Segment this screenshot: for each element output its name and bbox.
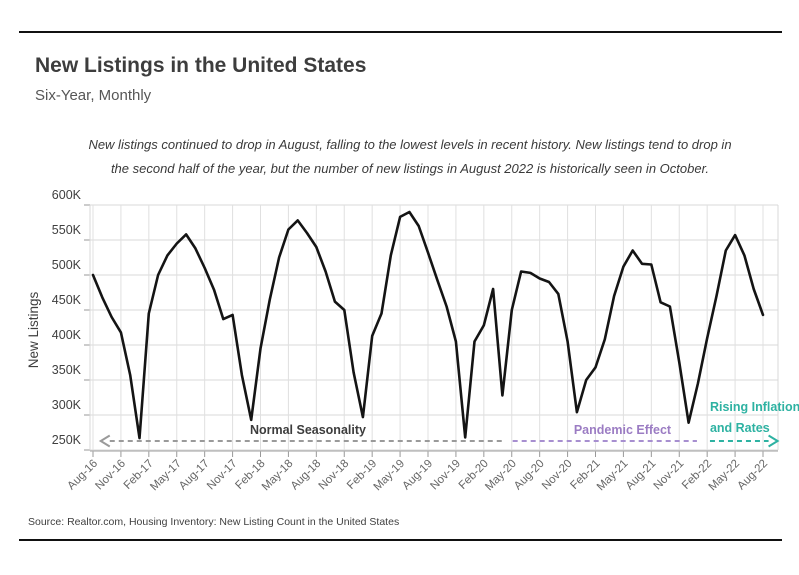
x-tick-label: Nov-16 (93, 458, 128, 493)
x-tick-label: Nov-21 (652, 458, 687, 493)
x-tick-label: May-17 (148, 458, 184, 494)
page-subtitle: Six-Year, Monthly (35, 87, 152, 104)
chart-annotation-note-line2: the second half of the year, but the num… (110, 161, 710, 176)
y-tick-label: 500K (52, 258, 82, 272)
y-tick-label: 600K (52, 188, 82, 202)
x-tick-label: May-19 (372, 458, 408, 494)
y-axis-title: New Listings (26, 291, 41, 368)
annotation-rising-inflation-and-rates-label: and Rates (710, 421, 770, 435)
x-tick-label: Aug-19 (400, 458, 435, 493)
annotation-normal-seasonality-left-arrow-icon (98, 434, 111, 448)
x-tick-label: Aug-17 (177, 458, 212, 493)
top-divider (19, 31, 782, 33)
chart-annotation-note-line1: New listings continued to drop in August… (88, 137, 732, 152)
bottom-divider (19, 539, 782, 541)
chart-canvas: 250K300K350K400K450K500K550K600KAug-16No… (26, 188, 799, 494)
x-tick-label: Aug-18 (289, 458, 324, 493)
y-tick-label: 350K (52, 363, 82, 377)
y-tick-label: 400K (52, 328, 82, 342)
x-tick-label: Nov-17 (205, 458, 240, 493)
x-tick-label: Nov-18 (317, 458, 352, 493)
x-tick-label: May-20 (483, 458, 519, 494)
y-tick-label: 450K (52, 293, 82, 307)
x-tick-label: Nov-19 (428, 458, 463, 493)
line-chart: 250K 300K 350K 400K 450K 500K 550K 600K Aug-16 No… (0, 185, 799, 515)
y-tick-label: 550K (52, 223, 82, 237)
x-tick-label: May-18 (260, 458, 296, 494)
annotation-rising-inflation-and-rates-right-arrow-icon (768, 434, 780, 448)
y-tick-label: 300K (52, 398, 82, 412)
y-tick-label: 250K (52, 433, 82, 447)
x-tick-label: May-22 (707, 458, 743, 494)
annotation-pandemic-effect-label: Pandemic Effect (574, 423, 672, 437)
x-tick-label: Aug-22 (735, 458, 770, 493)
page-title: New Listings in the United States (35, 54, 367, 77)
x-tick-label: Aug-16 (65, 458, 100, 493)
chart-annotation-note: New listings continued to drop in August… (60, 133, 760, 181)
x-tick-label: Aug-21 (624, 458, 659, 493)
x-tick-label: Nov-20 (540, 458, 575, 493)
data-line (91, 210, 765, 440)
x-tick-label: Aug-20 (512, 458, 547, 493)
annotation-normal-seasonality-label: Normal Seasonality (250, 423, 366, 437)
source-citation: Source: Realtor.com, Housing Inventory: … (28, 516, 400, 528)
x-tick-label: May-21 (595, 458, 631, 494)
annotation-rising-inflation-and-rates-label: Rising Inflation (710, 400, 799, 414)
